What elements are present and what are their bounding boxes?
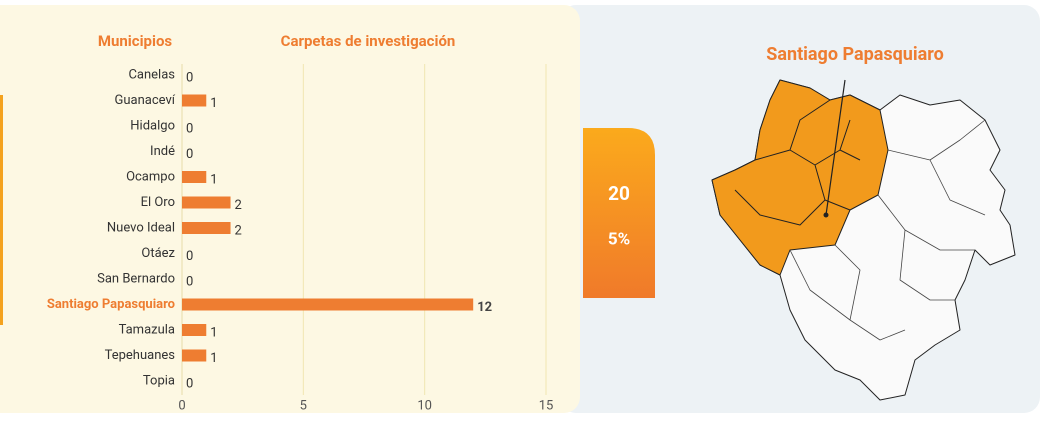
- pointer-line: [825, 79, 846, 216]
- header-municipios: Municipios: [98, 32, 173, 50]
- value-label: 12: [477, 300, 492, 315]
- value-label: 1: [210, 96, 217, 111]
- y-tick-label: Otáez: [141, 246, 175, 261]
- bar: [182, 94, 207, 107]
- value-label: 0: [186, 249, 193, 264]
- y-tick-label: Tamazula: [119, 322, 175, 337]
- value-label: 0: [186, 376, 193, 391]
- y-tick-label: Canelas: [128, 67, 175, 82]
- bar: [182, 349, 207, 362]
- kpi-box: [583, 128, 655, 298]
- bar: [182, 222, 231, 234]
- chart-panel: [0, 5, 580, 413]
- value-label: 1: [210, 172, 217, 187]
- y-tick-label: Nuevo Ideal: [107, 220, 175, 235]
- kpi-count: 20: [608, 182, 630, 205]
- y-tick-label: San Bernardo: [97, 271, 175, 286]
- bar: [182, 324, 207, 336]
- y-tick-label: Tepehuanes: [105, 348, 176, 363]
- x-tick-label: 5: [300, 398, 307, 413]
- value-label: 2: [235, 223, 242, 238]
- y-tick-label: El Oro: [141, 195, 175, 210]
- accent-bar: [0, 95, 3, 325]
- y-tick-label: Ocampo: [126, 169, 175, 184]
- header-carpetas: Carpetas de investigación: [281, 32, 456, 50]
- municipal-borders: [789, 119, 986, 341]
- value-label: 0: [186, 121, 193, 136]
- region-borders: [734, 99, 861, 226]
- value-label: 1: [210, 325, 217, 340]
- x-tick-label: 0: [178, 398, 185, 413]
- x-tick-label: 10: [417, 398, 432, 413]
- x-tick-label: 15: [539, 398, 554, 413]
- bar: [182, 171, 207, 183]
- map-title: Santiago Papasquiaro: [766, 44, 943, 65]
- y-tick-label: Hidalgo: [130, 118, 175, 133]
- y-tick-label: Santiago Papasquiaro: [47, 297, 175, 312]
- kpi-percent: 5%: [608, 229, 630, 249]
- y-tick-label: Indé: [150, 144, 175, 159]
- bar: [182, 298, 474, 311]
- pointer-dot: [823, 212, 829, 218]
- value-label: 2: [235, 198, 242, 213]
- region-highlight: [711, 79, 889, 276]
- value-label: 1: [210, 351, 217, 366]
- y-tick-label: Guanaceví: [115, 93, 176, 108]
- map: [711, 79, 1016, 401]
- bar: [182, 196, 231, 209]
- value-label: 0: [186, 274, 193, 289]
- value-label: 0: [186, 147, 193, 162]
- value-label: 0: [186, 70, 193, 85]
- y-tick-label: Topia: [143, 373, 175, 388]
